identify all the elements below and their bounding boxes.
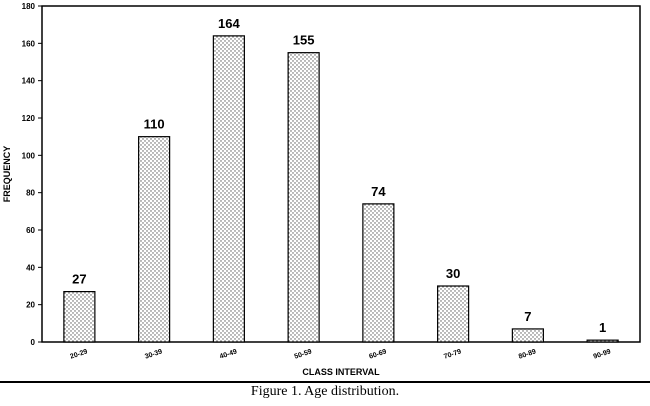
y-axis: 0 20 40 60 80 100 120 140 160 180 bbox=[22, 2, 42, 347]
y-tick-label: 100 bbox=[22, 151, 36, 160]
bar bbox=[212, 35, 245, 343]
plot-border bbox=[41, 5, 641, 343]
y-tick-label: 20 bbox=[26, 301, 35, 310]
bar bbox=[287, 52, 320, 343]
bar-value-label: 1 bbox=[599, 320, 606, 335]
y-tick-label: 160 bbox=[22, 39, 36, 48]
bar-value-label: 74 bbox=[371, 184, 386, 199]
bar bbox=[511, 328, 544, 343]
x-tick-label: 80-89 bbox=[518, 348, 537, 360]
bar-value-label: 27 bbox=[72, 272, 86, 287]
x-tick-label: 60-69 bbox=[368, 348, 387, 360]
bar-value-label: 7 bbox=[524, 309, 531, 324]
bar bbox=[138, 136, 171, 343]
plot-frame bbox=[41, 5, 641, 343]
x-tick-label: 40-49 bbox=[219, 348, 238, 360]
bar-value-label: 164 bbox=[218, 16, 240, 31]
x-axis: 20-29 30-39 40-49 50-59 60-69 70-79 80-89 90-99 bbox=[69, 348, 612, 360]
bar bbox=[362, 203, 395, 343]
bar-value-label: 155 bbox=[293, 33, 315, 48]
frequency-bar-chart: 0 20 40 60 80 100 120 140 160 180 27 110 164 155 74 30… bbox=[2, 2, 641, 377]
y-tick-label: 180 bbox=[22, 2, 36, 11]
y-tick-label: 40 bbox=[26, 263, 35, 272]
bar bbox=[437, 285, 470, 343]
figure-caption: Figure 1. Age distribution. bbox=[250, 384, 400, 399]
x-axis-label: CLASS INTERVAL bbox=[302, 367, 380, 377]
x-tick-label: 50-59 bbox=[294, 348, 313, 360]
caption-rule-top bbox=[0, 381, 650, 383]
bars: 27 110 164 155 74 30 7 1 bbox=[63, 16, 619, 343]
x-tick-label: 90-99 bbox=[593, 348, 612, 360]
bar-value-label: 30 bbox=[446, 266, 460, 281]
x-tick-label: 70-79 bbox=[443, 348, 462, 360]
y-tick-label: 60 bbox=[26, 226, 35, 235]
y-tick-label: 120 bbox=[22, 114, 36, 123]
bar bbox=[586, 339, 619, 343]
bar bbox=[63, 291, 96, 343]
y-tick-label: 0 bbox=[31, 338, 36, 347]
y-axis-label: FREQUENCY bbox=[2, 146, 12, 203]
y-tick-label: 80 bbox=[26, 189, 35, 198]
bar-value-label: 110 bbox=[144, 117, 165, 132]
y-tick-label: 140 bbox=[22, 77, 36, 86]
x-tick-label: 30-39 bbox=[144, 348, 163, 360]
x-tick-label: 20-29 bbox=[69, 348, 88, 360]
